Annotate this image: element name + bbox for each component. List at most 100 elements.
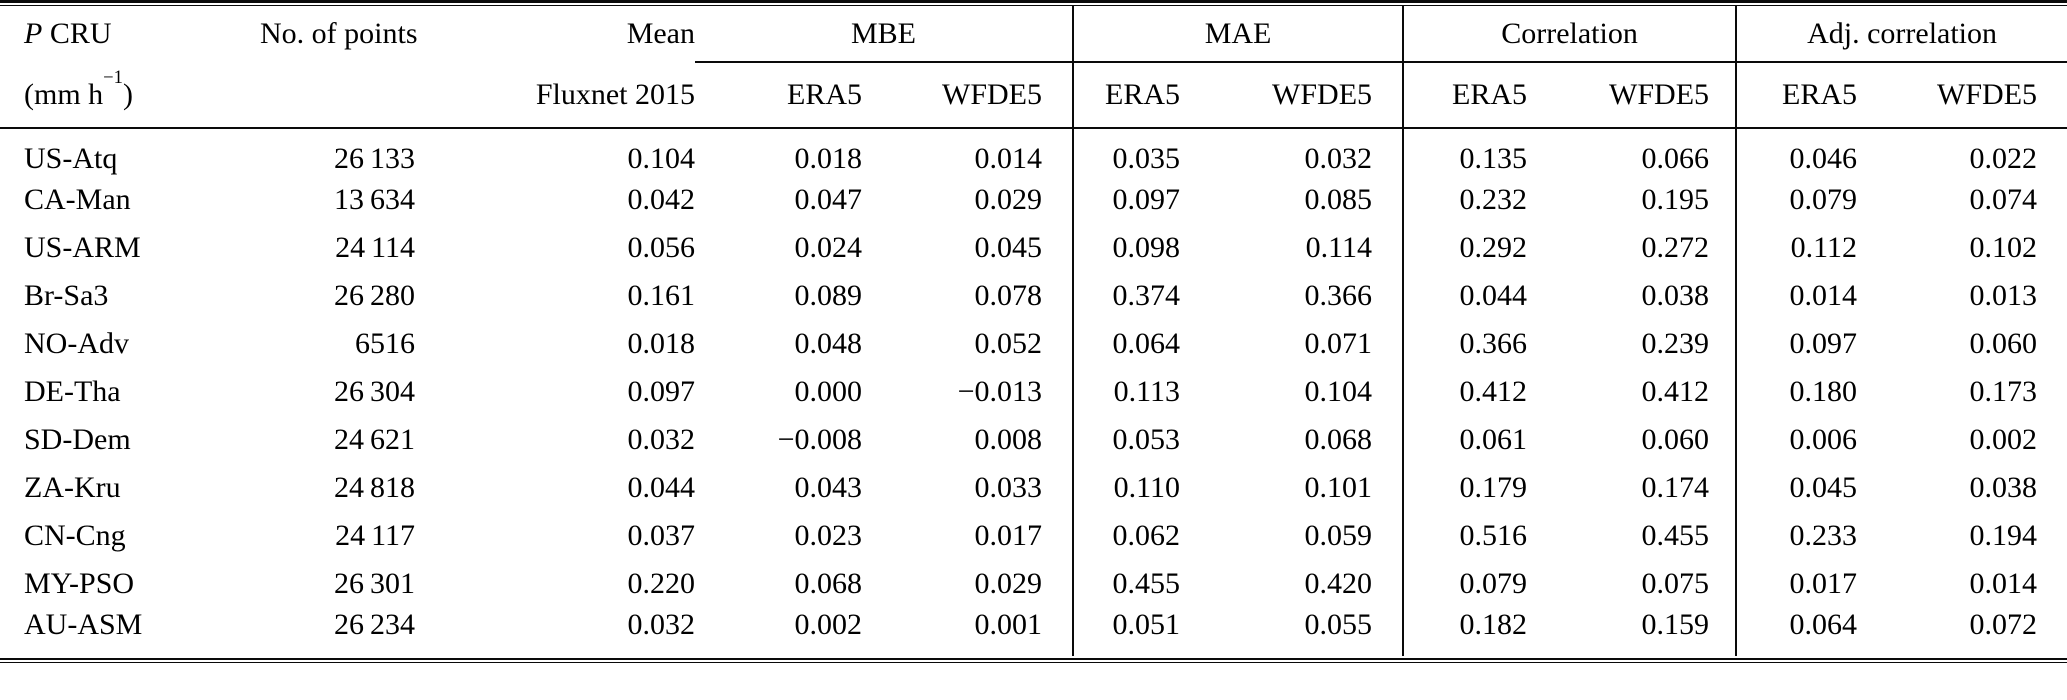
table-row: MY-PSO 26 301 0.220 0.068 0.029 0.455 0.420 0.0… bbox=[0, 560, 2067, 608]
adj-era5-cell: 0.014 bbox=[1735, 272, 1858, 320]
mbe-era5-cell: −0.008 bbox=[777, 423, 862, 456]
points-cell: 26 301 bbox=[334, 567, 415, 600]
group-header-mae: MAE bbox=[1072, 6, 1404, 63]
site-cell: ZA-Kru bbox=[24, 471, 121, 504]
mbe-wfde5-cell: 0.008 bbox=[974, 423, 1043, 456]
group-header-correlation: Correlation bbox=[1402, 6, 1737, 63]
site-cell: NO-Adv bbox=[24, 327, 129, 360]
points-cell: 24 621 bbox=[334, 423, 415, 456]
corr-wfde5-cell: 0.272 bbox=[1641, 231, 1710, 264]
site-cell: US-ARM bbox=[24, 231, 141, 264]
points-cell: 26 234 bbox=[334, 608, 415, 641]
site-cell: US-Atq bbox=[24, 141, 118, 175]
mbe-era5-cell: 0.068 bbox=[794, 567, 863, 600]
mbe-wfde5-cell: 0.017 bbox=[974, 519, 1043, 552]
site-variable-symbol: P bbox=[24, 17, 43, 50]
mae-wfde5-cell: 0.104 bbox=[1304, 375, 1373, 408]
mean-cell: 0.037 bbox=[627, 519, 696, 552]
adj-wfde5-cell: 0.002 bbox=[1969, 423, 2038, 456]
site-cell: DE-Tha bbox=[24, 375, 121, 408]
units-pre: (mm h bbox=[24, 78, 104, 111]
mbe-era5-cell: 0.089 bbox=[794, 279, 863, 312]
table-row: Br-Sa3 26 280 0.161 0.089 0.078 0.374 0.366 0.0… bbox=[0, 272, 2067, 320]
col-header-adj-wfde5: WFDE5 bbox=[1857, 62, 2067, 129]
corr-wfde5-cell: 0.239 bbox=[1641, 327, 1710, 360]
col-header-mbe-wfde5: WFDE5 bbox=[862, 62, 1074, 129]
adj-era5-cell: 0.097 bbox=[1735, 320, 1858, 368]
adj-era5-cell: 0.006 bbox=[1735, 416, 1858, 464]
corr-wfde5-cell: 0.174 bbox=[1641, 471, 1710, 504]
adj-wfde5-cell: 0.038 bbox=[1969, 471, 2038, 504]
mean-cell: 0.056 bbox=[627, 231, 696, 264]
site-cell: SD-Dem bbox=[24, 423, 131, 456]
corr-wfde5-cell: 0.159 bbox=[1641, 608, 1710, 641]
site-cell: Br-Sa3 bbox=[24, 279, 109, 312]
adj-era5-cell: 0.112 bbox=[1735, 224, 1858, 272]
adj-wfde5-cell: 0.014 bbox=[1969, 567, 2038, 600]
corr-wfde5-cell: 0.412 bbox=[1641, 375, 1710, 408]
adj-wfde5-cell: 0.013 bbox=[1969, 279, 2038, 312]
group-header-mbe: MBE bbox=[695, 6, 1074, 63]
col-header-site-units: (mm h−1) bbox=[0, 62, 260, 129]
mae-era5-cell: 0.097 bbox=[1072, 176, 1181, 224]
mbe-era5-cell: 0.024 bbox=[794, 231, 863, 264]
mae-era5-cell: 0.110 bbox=[1072, 464, 1181, 512]
adj-era5-cell: 0.064 bbox=[1735, 608, 1858, 656]
corr-wfde5-cell: 0.038 bbox=[1641, 279, 1710, 312]
top-double-rule bbox=[0, 0, 2067, 6]
col-header-mbe-era5: ERA5 bbox=[695, 62, 862, 129]
mae-wfde5-cell: 0.114 bbox=[1305, 231, 1373, 264]
adj-era5-cell: 0.233 bbox=[1735, 512, 1858, 560]
mean-cell: 0.042 bbox=[627, 183, 696, 216]
corr-wfde5-cell: 0.455 bbox=[1641, 519, 1710, 552]
points-cell: 24 818 bbox=[334, 471, 415, 504]
mean-cell: 0.032 bbox=[627, 423, 696, 456]
mbe-wfde5-cell: 0.029 bbox=[974, 567, 1043, 600]
mbe-era5-cell: 0.018 bbox=[794, 141, 863, 175]
table-row: ZA-Kru 24 818 0.044 0.043 0.033 0.110 0.101 0.1… bbox=[0, 464, 2067, 512]
mbe-era5-cell: 0.002 bbox=[794, 608, 863, 641]
table-body: US-Atq 26 133 0.104 0.018 0.014 0.035 0.032 0.1… bbox=[0, 128, 2067, 656]
mean-cell: 0.097 bbox=[627, 375, 696, 408]
points-cell: 24 114 bbox=[335, 231, 415, 264]
col-header-adj-era5: ERA5 bbox=[1735, 62, 1858, 129]
mae-wfde5-cell: 0.366 bbox=[1304, 279, 1373, 312]
table-row: CA-Man 13 634 0.042 0.047 0.029 0.097 0.085 0.2… bbox=[0, 176, 2067, 224]
adj-wfde5-cell: 0.060 bbox=[1969, 327, 2038, 360]
adj-wfde5-cell: 0.072 bbox=[1969, 608, 2038, 641]
mbe-wfde5-cell: 0.014 bbox=[974, 141, 1043, 175]
mbe-era5-cell: 0.043 bbox=[794, 471, 863, 504]
mbe-wfde5-cell: 0.033 bbox=[974, 471, 1043, 504]
table-row: SD-Dem 24 621 0.032 −0.008 0.008 0.053 0.068 0.… bbox=[0, 416, 2067, 464]
adj-wfde5-cell: 0.102 bbox=[1969, 231, 2038, 264]
site-header-rest: CRU bbox=[42, 17, 112, 50]
corr-wfde5-cell: 0.066 bbox=[1641, 141, 1710, 175]
col-header-points-spacer bbox=[260, 62, 415, 129]
col-header-points: No. of points bbox=[260, 17, 418, 50]
table-row: DE-Tha 26 304 0.097 0.000 −0.013 0.113 0.104 0.… bbox=[0, 368, 2067, 416]
corr-wfde5-cell: 0.195 bbox=[1641, 183, 1710, 216]
col-header-mae-wfde5: WFDE5 bbox=[1180, 62, 1404, 129]
corr-era5-cell: 0.044 bbox=[1402, 272, 1528, 320]
mean-cell: 0.044 bbox=[627, 471, 696, 504]
mean-cell: 0.104 bbox=[627, 141, 696, 175]
mae-era5-cell: 0.053 bbox=[1072, 416, 1181, 464]
table-row: US-ARM 24 114 0.056 0.024 0.045 0.098 0.114 0.2… bbox=[0, 224, 2067, 272]
col-header-mean: Mean bbox=[626, 17, 695, 50]
adj-era5-cell: 0.045 bbox=[1735, 464, 1858, 512]
adj-wfde5-cell: 0.022 bbox=[1969, 141, 2038, 175]
mae-era5-cell: 0.064 bbox=[1072, 320, 1181, 368]
mbe-era5-cell: 0.000 bbox=[794, 375, 863, 408]
header-row-subcolumns: (mm h−1) Fluxnet 2015 ERA5 WFDE5 ERA5 WF… bbox=[0, 62, 2067, 129]
site-cell: CN-Cng bbox=[24, 519, 126, 552]
adj-wfde5-cell: 0.194 bbox=[1969, 519, 2038, 552]
col-header-corr-wfde5: WFDE5 bbox=[1527, 62, 1737, 129]
corr-wfde5-cell: 0.075 bbox=[1641, 567, 1710, 600]
points-cell: 26 133 bbox=[334, 141, 415, 175]
mean-cell: 0.018 bbox=[627, 327, 696, 360]
adj-era5-cell: 0.180 bbox=[1735, 368, 1858, 416]
adj-era5-cell: 0.079 bbox=[1735, 176, 1858, 224]
col-header-mae-era5: ERA5 bbox=[1072, 62, 1181, 129]
col-header-site: P CRU bbox=[0, 6, 260, 62]
points-cell: 24 117 bbox=[335, 519, 415, 552]
